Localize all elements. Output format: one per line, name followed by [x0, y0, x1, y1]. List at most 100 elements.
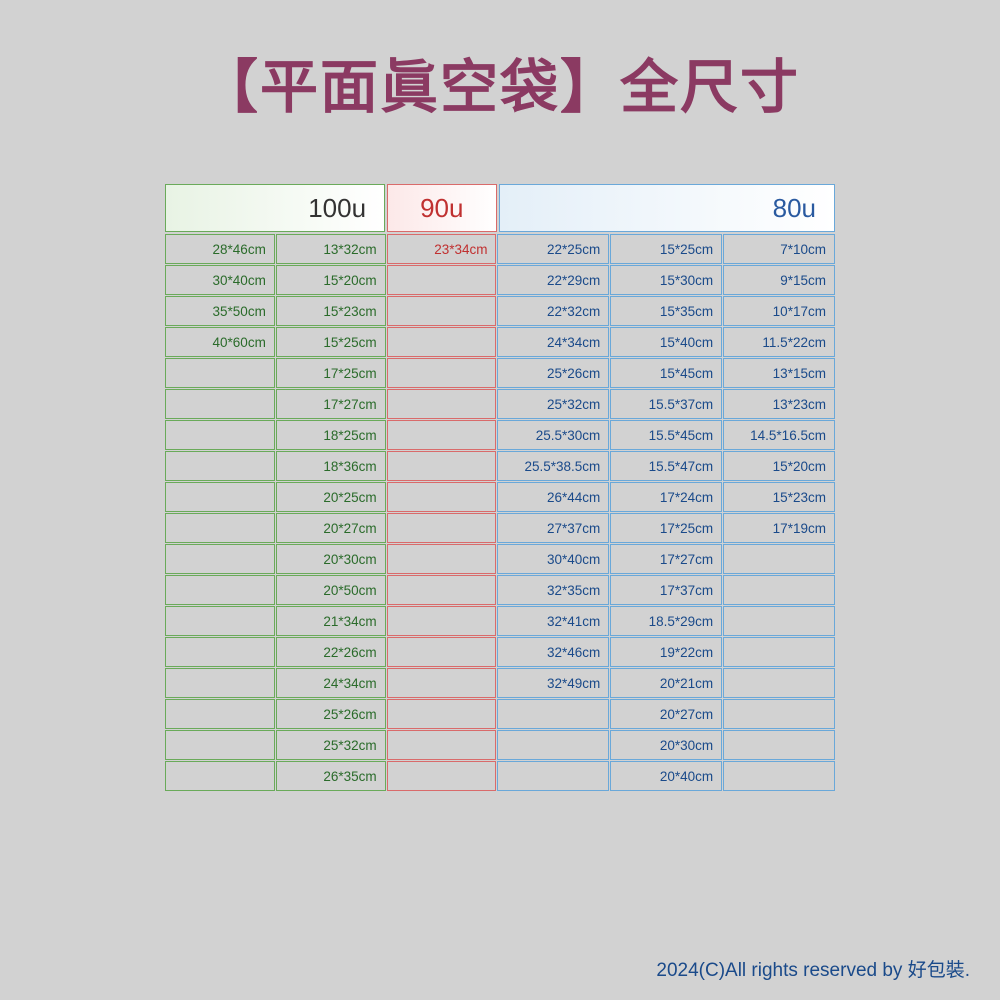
- table-cell: 32*41cm: [497, 606, 609, 636]
- header-80u: 80u: [499, 184, 835, 232]
- table-cell: 28*46cm: [165, 234, 275, 264]
- table-cell: [165, 482, 275, 512]
- table-cell: 25.5*38.5cm: [497, 451, 609, 481]
- header-90u: 90u: [387, 184, 496, 232]
- table-cell: [387, 761, 497, 791]
- table-cell: [387, 668, 497, 698]
- copyright-footer: 2024(C)All rights reserved by 好包裝.: [656, 955, 970, 982]
- table-cell: 17*37cm: [610, 575, 722, 605]
- table-cell: [165, 451, 275, 481]
- table-cell: 35*50cm: [165, 296, 275, 326]
- table-row: 18*25cm25.5*30cm15.5*45cm14.5*16.5cm: [165, 420, 835, 450]
- table-cell: 15.5*47cm: [610, 451, 722, 481]
- table-cell: [165, 606, 275, 636]
- table-cell: 15*25cm: [610, 234, 722, 264]
- table-cell: [165, 513, 275, 543]
- table-row: 17*27cm25*32cm15.5*37cm13*23cm: [165, 389, 835, 419]
- table-cell: 19*22cm: [610, 637, 722, 667]
- table-row: 25*32cm 20*30cm: [165, 730, 835, 760]
- table-cell: [723, 544, 835, 574]
- table-cell: [497, 761, 609, 791]
- table-cell: [723, 761, 835, 791]
- table-row: 20*50cm32*35cm17*37cm: [165, 575, 835, 605]
- table-cell: [723, 668, 835, 698]
- table-row: 40*60cm15*25cm24*34cm15*40cm11.5*22cm: [165, 327, 835, 357]
- table-cell: 18*25cm: [276, 420, 386, 450]
- table-cell: 15*40cm: [610, 327, 722, 357]
- table-cell: [165, 575, 275, 605]
- table-row: 30*40cm15*20cm22*29cm15*30cm9*15cm: [165, 265, 835, 295]
- table-cell: [497, 730, 609, 760]
- table-cell: 10*17cm: [723, 296, 835, 326]
- table-cell: [387, 513, 497, 543]
- table-cell: [165, 544, 275, 574]
- table-cell: [165, 730, 275, 760]
- table-row: 20*27cm27*37cm17*25cm17*19cm: [165, 513, 835, 543]
- table-cell: [165, 358, 275, 388]
- table-cell: [165, 420, 275, 450]
- table-cell: [387, 606, 497, 636]
- table-cell: [387, 296, 497, 326]
- table-cell: 15*45cm: [610, 358, 722, 388]
- table-row: 28*46cm13*32cm23*34cm22*25cm15*25cm7*10c…: [165, 234, 835, 264]
- table-cell: 13*15cm: [723, 358, 835, 388]
- table-cell: 30*40cm: [497, 544, 609, 574]
- table-cell: 15*20cm: [723, 451, 835, 481]
- table-cell: 27*37cm: [497, 513, 609, 543]
- table-cell: [723, 575, 835, 605]
- table-cell: [723, 637, 835, 667]
- table-cell: 17*24cm: [610, 482, 722, 512]
- table-cell: [387, 699, 497, 729]
- table-cell: 24*34cm: [497, 327, 609, 357]
- table-cell: [387, 358, 497, 388]
- table-cell: 11.5*22cm: [723, 327, 835, 357]
- table-cell: 25*32cm: [497, 389, 609, 419]
- table-row: 18*36cm25.5*38.5cm15.5*47cm15*20cm: [165, 451, 835, 481]
- table-cell: 20*27cm: [610, 699, 722, 729]
- table-cell: [497, 699, 609, 729]
- table-row: 20*30cm 30*40cm17*27cm: [165, 544, 835, 574]
- table-cell: 17*27cm: [610, 544, 722, 574]
- table-row: 20*25cm26*44cm17*24cm15*23cm: [165, 482, 835, 512]
- table-row: 21*34cm32*41cm18.5*29cm: [165, 606, 835, 636]
- table-cell: 20*30cm: [276, 544, 386, 574]
- table-row: 26*35cm20*40cm: [165, 761, 835, 791]
- table-cell: 25*26cm: [276, 699, 386, 729]
- table-cell: 32*35cm: [497, 575, 609, 605]
- table-cell: 13*32cm: [276, 234, 386, 264]
- table-cell: 18.5*29cm: [610, 606, 722, 636]
- table-cell: [387, 730, 497, 760]
- table-cell: [387, 451, 497, 481]
- table-cell: [165, 389, 275, 419]
- table-cell: 7*10cm: [723, 234, 835, 264]
- table-cell: 22*29cm: [497, 265, 609, 295]
- table-cell: 22*26cm: [276, 637, 386, 667]
- table-cell: 20*30cm: [610, 730, 722, 760]
- table-cell: [387, 544, 497, 574]
- table-cell: 13*23cm: [723, 389, 835, 419]
- table-cell: [387, 637, 497, 667]
- table-cell: 25.5*30cm: [497, 420, 609, 450]
- table-cell: [165, 637, 275, 667]
- table-cell: 15*35cm: [610, 296, 722, 326]
- table-cell: 15*25cm: [276, 327, 386, 357]
- table-cell: 15*23cm: [276, 296, 386, 326]
- table-cell: 25*26cm: [497, 358, 609, 388]
- table-cell: 15*20cm: [276, 265, 386, 295]
- table-cell: 25*32cm: [276, 730, 386, 760]
- table-cell: [165, 761, 275, 791]
- table-row: 35*50cm15*23cm 22*32cm15*35cm10*17cm: [165, 296, 835, 326]
- table-cell: 24*34cm: [276, 668, 386, 698]
- header-100u: 100u: [165, 184, 385, 232]
- table-cell: 26*44cm: [497, 482, 609, 512]
- table-cell: 17*27cm: [276, 389, 386, 419]
- table-row: 17*25cm25*26cm15*45cm13*15cm: [165, 358, 835, 388]
- table-cell: [387, 327, 497, 357]
- table-cell: 22*25cm: [497, 234, 609, 264]
- table-cell: [723, 699, 835, 729]
- table-body: 28*46cm13*32cm23*34cm22*25cm15*25cm7*10c…: [165, 234, 835, 791]
- table-cell: 22*32cm: [497, 296, 609, 326]
- table-cell: [387, 265, 497, 295]
- table-cell: 15*30cm: [610, 265, 722, 295]
- table-cell: 17*19cm: [723, 513, 835, 543]
